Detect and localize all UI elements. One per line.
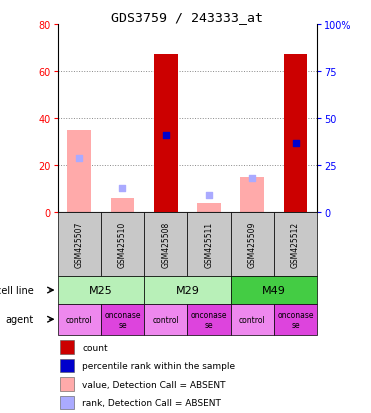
Bar: [240, 178, 264, 213]
Text: GSM425512: GSM425512: [291, 222, 300, 268]
Point: [206, 192, 212, 199]
Bar: [101, 213, 144, 277]
Bar: [67, 131, 91, 213]
Bar: [144, 277, 231, 304]
Bar: [187, 213, 231, 277]
Point: [119, 185, 125, 192]
Bar: [284, 55, 308, 213]
Bar: [60, 359, 75, 372]
Text: M25: M25: [89, 285, 113, 295]
Bar: [101, 304, 144, 335]
Text: control: control: [66, 315, 92, 324]
Bar: [231, 304, 274, 335]
Text: control: control: [152, 315, 179, 324]
Text: GSM425508: GSM425508: [161, 222, 170, 268]
Text: GSM425511: GSM425511: [204, 222, 213, 268]
Text: onconase
se: onconase se: [277, 310, 314, 329]
Text: rank, Detection Call = ABSENT: rank, Detection Call = ABSENT: [82, 398, 221, 407]
Bar: [111, 199, 134, 213]
Bar: [274, 213, 317, 277]
Bar: [231, 213, 274, 277]
Text: onconase
se: onconase se: [104, 310, 141, 329]
Bar: [58, 277, 144, 304]
Text: GSM425510: GSM425510: [118, 222, 127, 268]
Text: value, Detection Call = ABSENT: value, Detection Call = ABSENT: [82, 380, 226, 389]
Bar: [197, 203, 221, 213]
Bar: [60, 341, 75, 354]
Point: [249, 176, 255, 182]
Text: GSM425509: GSM425509: [248, 221, 257, 268]
Bar: [58, 213, 101, 277]
Bar: [154, 55, 178, 213]
Bar: [274, 304, 317, 335]
Text: onconase
se: onconase se: [191, 310, 227, 329]
Text: control: control: [239, 315, 266, 324]
Text: percentile rank within the sample: percentile rank within the sample: [82, 361, 235, 370]
Point: [293, 140, 299, 147]
Bar: [60, 377, 75, 391]
Bar: [187, 304, 231, 335]
Bar: [144, 304, 187, 335]
Text: M29: M29: [175, 285, 199, 295]
Text: agent: agent: [6, 314, 34, 325]
Bar: [60, 396, 75, 409]
Text: count: count: [82, 343, 108, 351]
Bar: [231, 277, 317, 304]
Point: [76, 155, 82, 161]
Text: GSM425507: GSM425507: [75, 221, 83, 268]
Bar: [58, 304, 101, 335]
Title: GDS3759 / 243333_at: GDS3759 / 243333_at: [111, 11, 263, 24]
Point: [163, 132, 169, 139]
Text: M49: M49: [262, 285, 286, 295]
Bar: [144, 213, 187, 277]
Text: cell line: cell line: [0, 285, 34, 295]
